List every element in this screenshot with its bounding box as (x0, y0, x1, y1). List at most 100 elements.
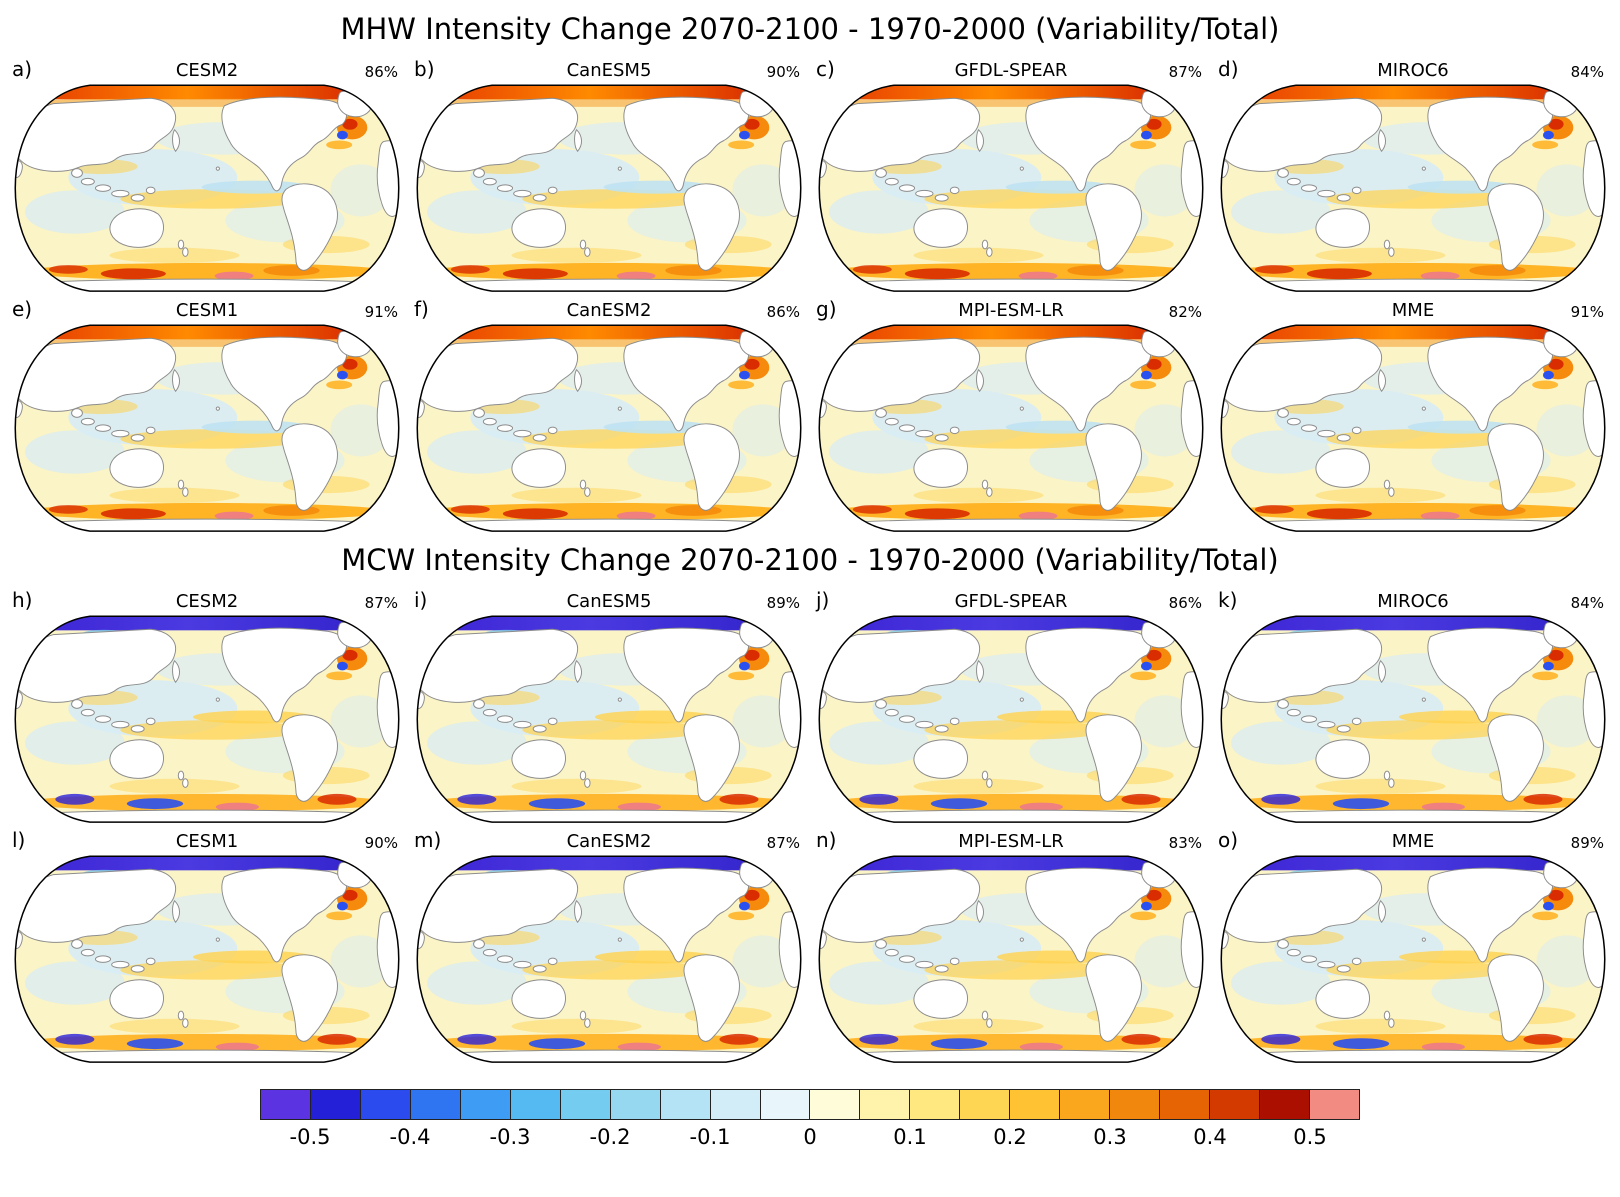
panel-letter: k) (1218, 587, 1238, 612)
colorbar-segment (960, 1090, 1011, 1120)
world-map (416, 855, 802, 1063)
panel-letter: j) (816, 587, 830, 612)
colorbar-segment (860, 1090, 911, 1120)
panel-header: a) CESM2 86% (12, 56, 402, 82)
panel-variance-percent: 90% (364, 833, 398, 852)
panel-variance-percent: 87% (766, 833, 800, 852)
panel-variance-percent: 82% (1168, 303, 1202, 322)
colorbar-segment (660, 1090, 711, 1120)
panel-header: n) MPI-ESM-LR 83% (816, 827, 1206, 853)
colorbar-segment (360, 1090, 411, 1120)
mcw-section: MCW Intensity Change 2070-2100 - 1970-20… (12, 543, 1608, 1066)
panel-letter: i) (414, 587, 428, 612)
world-map (1220, 324, 1606, 533)
colorbar-tick-label: -0.2 (589, 1125, 631, 1150)
colorbar-segment (1260, 1090, 1311, 1120)
world-map (416, 84, 802, 292)
map-panel-g: g) MPI-ESM-LR 82% (816, 296, 1206, 534)
map-panel-n: n) MPI-ESM-LR 83% (816, 827, 1206, 1065)
colorbar-segment (1310, 1090, 1359, 1120)
panel-model-name: MME (1391, 300, 1435, 322)
panel-header: c) GFDL-SPEAR 87% (816, 56, 1206, 82)
map-panel-a: a) CESM2 86% (12, 56, 402, 294)
colorbar-segment (760, 1090, 811, 1120)
panel-header: j) GFDL-SPEAR 86% (816, 587, 1206, 613)
world-map (14, 855, 400, 1063)
panel-model-name: CESM2 (175, 60, 239, 81)
panel-letter: c) (816, 57, 835, 81)
colorbar-bar (260, 1089, 1360, 1121)
map-panel-m: m) CanESM2 87% (414, 827, 804, 1065)
map-panel-j: j) GFDL-SPEAR 86% (816, 587, 1206, 825)
map-panel-c: c) GFDL-SPEAR 87% (816, 56, 1206, 294)
world-map (1220, 84, 1606, 292)
colorbar-tick-label: 0.3 (1093, 1125, 1127, 1150)
panel-header: d) MIROC6 84% (1218, 56, 1608, 82)
panel-letter: a) (12, 57, 33, 81)
world-map (1220, 855, 1606, 1063)
colorbar-segment (1010, 1090, 1061, 1120)
panel-model-name: MME (1391, 830, 1435, 852)
map-panel-b: b) CanESM5 90% (414, 56, 804, 294)
panel-letter: b) (414, 57, 435, 81)
map-panel-o: o) MME 89% (1218, 827, 1608, 1065)
colorbar-segment (1210, 1090, 1261, 1120)
world-map (818, 324, 1204, 533)
panel-header: b) CanESM5 90% (414, 56, 804, 82)
panel-letter: n) (816, 827, 837, 852)
colorbar-segment (510, 1090, 561, 1120)
colorbar: -0.5 -0.4 -0.3 -0.2 -0.1 0 0.1 0.2 0.3 0.4 0.5 (260, 1089, 1360, 1152)
panel-header: MME 91% (1218, 296, 1608, 322)
panel-header: h) CESM2 87% (12, 587, 402, 613)
panel-letter: e) (12, 297, 33, 322)
colorbar-tick-label: -0.1 (689, 1125, 731, 1150)
panel-variance-percent: 87% (1168, 63, 1202, 81)
panel-model-name: GFDL-SPEAR (954, 60, 1068, 81)
colorbar-segment (610, 1090, 661, 1120)
colorbar-segment (460, 1090, 511, 1120)
colorbar-tick-label: 0.1 (893, 1125, 927, 1150)
world-map (818, 84, 1204, 292)
panel-letter: d) (1218, 57, 1239, 81)
colorbar-tick-label: 0.5 (1293, 1125, 1327, 1150)
panel-variance-percent: 89% (1570, 833, 1604, 852)
panel-header: m) CanESM2 87% (414, 827, 804, 853)
colorbar-segment (810, 1090, 861, 1120)
panel-model-name: CESM2 (175, 590, 239, 612)
panel-header: f) CanESM2 86% (414, 296, 804, 322)
panel-letter: l) (12, 827, 26, 852)
map-panel-mme: MME 91% (1218, 296, 1608, 534)
panel-variance-percent: 87% (364, 593, 398, 612)
panel-letter: m) (414, 827, 442, 852)
panel-variance-percent: 90% (766, 63, 800, 81)
mhw-section-title: MHW Intensity Change 2070-2100 - 1970-20… (340, 12, 1280, 46)
mcw-panel-grid: h) CESM2 87% (12, 587, 1608, 1066)
world-map (14, 615, 400, 823)
colorbar-segment (560, 1090, 611, 1120)
panel-variance-percent: 89% (766, 593, 800, 612)
colorbar-tick-label: 0.4 (1193, 1125, 1227, 1150)
panel-header: o) MME 89% (1218, 827, 1608, 853)
world-map (14, 84, 400, 292)
panel-letter: g) (816, 297, 837, 322)
panel-variance-percent: 83% (1168, 833, 1202, 852)
world-map (416, 324, 802, 533)
colorbar-segment (710, 1090, 761, 1120)
panel-model-name: GFDL-SPEAR (954, 590, 1068, 612)
world-map (1220, 615, 1606, 823)
panel-model-name: MPI-ESM-LR (958, 830, 1064, 852)
colorbar-labels: -0.5 -0.4 -0.3 -0.2 -0.1 0 0.1 0.2 0.3 0.4 0.5 (260, 1120, 1360, 1152)
panel-model-name: CanESM2 (566, 830, 652, 852)
colorbar-segment (310, 1090, 361, 1120)
map-panel-l: l) CESM1 90% (12, 827, 402, 1065)
panel-letter: h) (12, 587, 33, 612)
colorbar-tick-label: -0.3 (489, 1125, 531, 1150)
panel-letter: o) (1218, 827, 1239, 852)
colorbar-segment (1060, 1090, 1111, 1120)
panel-header: g) MPI-ESM-LR 82% (816, 296, 1206, 322)
world-map (14, 324, 400, 533)
panel-model-name: CanESM5 (566, 590, 652, 612)
panel-header: e) CESM1 91% (12, 296, 402, 322)
panel-variance-percent: 86% (364, 63, 398, 81)
panel-variance-percent: 91% (364, 303, 398, 322)
